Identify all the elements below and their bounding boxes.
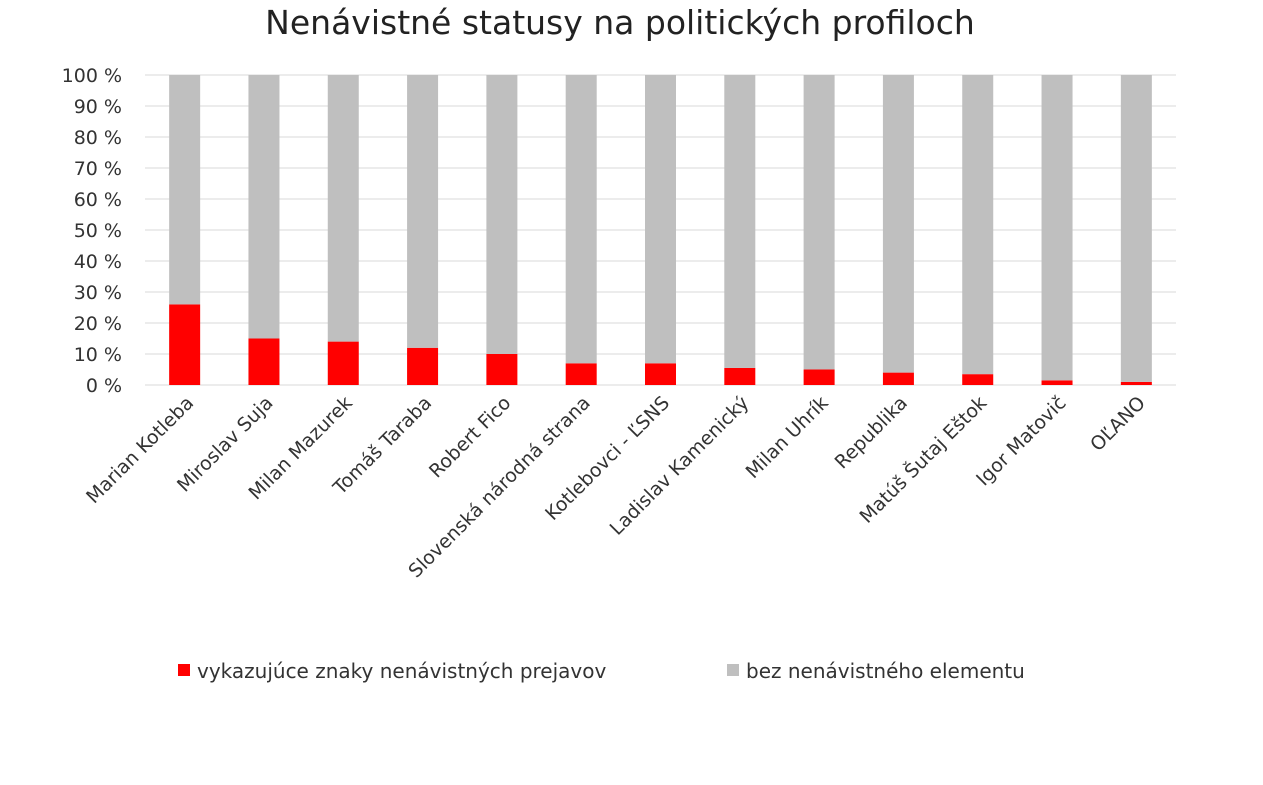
y-tick-label: 40 % [74, 251, 122, 273]
bar-segment-hateful [882, 372, 914, 385]
bar-segment-hateful [645, 363, 676, 385]
bar-segment-neutral [1120, 75, 1152, 382]
bar-segment-neutral [724, 75, 756, 368]
bar-segment-neutral [327, 75, 359, 342]
y-tick-label: 10 % [74, 344, 122, 366]
y-tick-label: 80 % [74, 127, 122, 149]
y-tick-label: 20 % [74, 313, 122, 335]
bar-segment-neutral [248, 75, 280, 339]
bar-segment-hateful [565, 363, 597, 385]
bar-segment-neutral [486, 75, 518, 354]
bar-segment-hateful [962, 374, 994, 385]
y-tick-label: 0 % [86, 375, 122, 397]
bar-segment-hateful [407, 347, 439, 385]
x-category-label: Milan Uhrík [742, 392, 833, 483]
bar-segment-neutral [169, 75, 201, 305]
bar-segment-hateful [1120, 381, 1152, 385]
y-tick-label: 90 % [74, 96, 122, 118]
y-tick-label: 30 % [74, 282, 122, 304]
bar-segment-neutral [565, 75, 597, 364]
x-category-label: Republika [831, 392, 912, 473]
bar-segment-hateful [724, 367, 756, 385]
legend-swatch-hateful [178, 664, 190, 676]
y-tick-label: 50 % [74, 220, 122, 242]
x-category-label: Matúš Šutaj Eštok [854, 391, 991, 528]
bar-segment-hateful [327, 341, 359, 385]
y-tick-label: 70 % [74, 158, 122, 180]
bar-segment-hateful [486, 354, 518, 385]
bar-segment-neutral [962, 75, 994, 375]
x-category-label: OĽANO [1086, 392, 1150, 456]
y-tick-label: 100 % [62, 65, 122, 87]
bar-segment-neutral [645, 75, 676, 364]
legend-label-neutral: bez nenávistného elementu [746, 659, 1025, 683]
bar-segment-neutral [1041, 75, 1073, 381]
chart-title: Nenávistné statusy na politických profil… [265, 3, 975, 42]
bar-segment-hateful [169, 304, 201, 385]
bar-segment-neutral [407, 75, 439, 348]
bars [169, 75, 1152, 385]
legend-swatch-neutral [727, 664, 739, 676]
legend-label-hateful: vykazujúce znaky nenávistných prejavov [197, 659, 606, 683]
x-category-label: Ladislav Kamenický [606, 392, 754, 540]
x-category-label: Marian Kotleba [82, 392, 198, 508]
legend: vykazujúce znaky nenávistných prejavov b… [178, 659, 1025, 683]
bar-segment-hateful [248, 338, 280, 385]
bar-segment-hateful [803, 369, 835, 385]
bar-segment-hateful [1041, 380, 1073, 385]
y-tick-label: 60 % [74, 189, 122, 211]
bar-segment-neutral [803, 75, 835, 370]
bar-segment-neutral [882, 75, 914, 373]
y-axis-ticks: 0 % 10 % 20 % 30 % 40 % 50 % 60 % 70 % 80 % 90 % 1… [62, 65, 122, 397]
